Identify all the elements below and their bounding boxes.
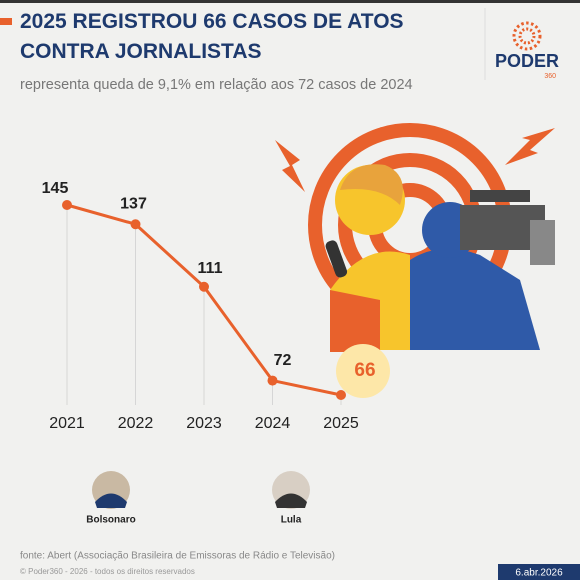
point — [130, 219, 141, 230]
title-line: 2025 REGISTROU 66 CASOS DE ATOS — [20, 10, 404, 33]
point — [336, 390, 346, 400]
top-bar — [0, 0, 580, 3]
title-mark — [0, 18, 12, 25]
logo-icon — [512, 21, 542, 51]
logo-name: PODER — [495, 51, 559, 71]
chart-title: 2025 REGISTROU 66 CASOS DE ATOS CONTRA JO… — [20, 10, 404, 63]
president-label: Lula — [281, 515, 302, 526]
point — [62, 200, 72, 210]
president-label: Bolsonaro — [86, 515, 135, 526]
x-tick-label: 2021 — [49, 415, 85, 432]
title-line: CONTRA JORNALISTAS — [20, 40, 262, 63]
date-box — [498, 564, 580, 580]
point — [267, 375, 278, 386]
chart-subtitle: representa queda de 9,1% em relação aos … — [20, 77, 413, 93]
x-tick-label: 2024 — [255, 415, 291, 432]
source: fonte: Abert (Associação Brasileira de E… — [20, 551, 335, 562]
copyright: © Poder360 - 2026 - todos os direitos re… — [20, 567, 195, 576]
highlight-circle — [336, 344, 390, 398]
x-tick-label: 2025 — [323, 415, 359, 432]
illustration — [275, 123, 555, 352]
plot: 145 2021 137 2022 111 2023 72 2024 66 2025 — [42, 180, 390, 432]
value-label: 137 — [120, 195, 147, 212]
x-tick-label: 2023 — [186, 415, 222, 432]
logo-number: 360 — [544, 73, 556, 80]
value-label: 72 — [274, 352, 292, 369]
president-bolsonaro — [92, 471, 130, 509]
value-label: 66 — [354, 360, 375, 381]
x-tick-label: 2022 — [118, 415, 154, 432]
value-label: 111 — [198, 260, 223, 277]
point — [199, 281, 209, 292]
date: 6.abr.2026 — [515, 568, 563, 579]
president-lula — [272, 471, 310, 509]
value-label: 145 — [42, 180, 69, 197]
